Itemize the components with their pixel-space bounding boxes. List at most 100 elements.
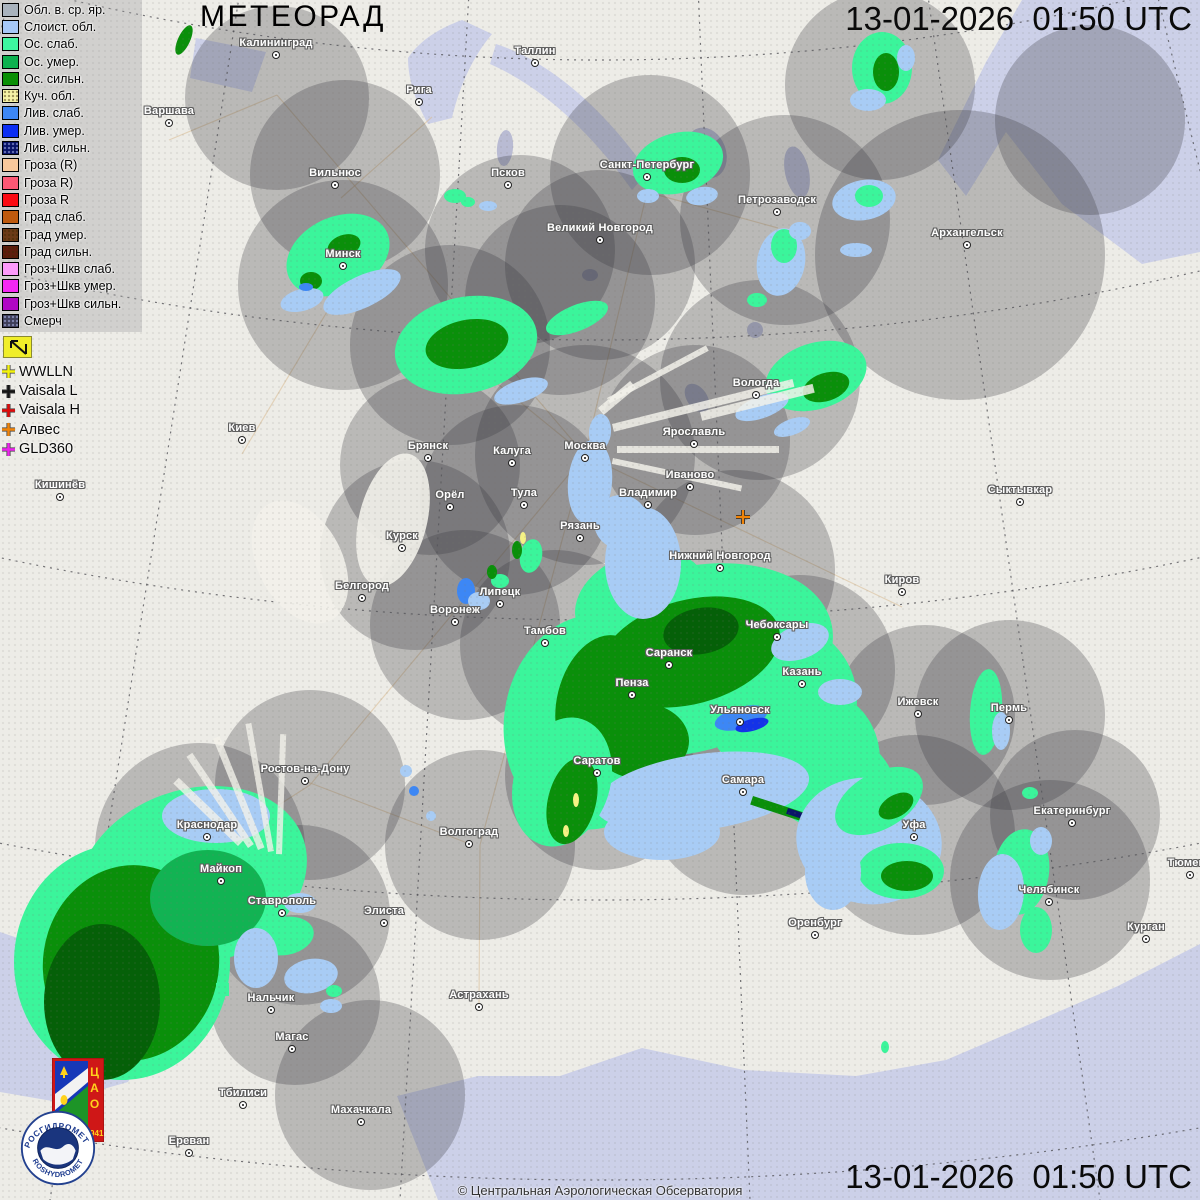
roshydromet-logo: РОСГИДРОМЕТ ROSHYDROMET — [20, 1110, 96, 1186]
precip-area — [604, 804, 720, 860]
city-label: Псков — [491, 167, 525, 179]
legend-row: Слоист. обл. — [2, 18, 142, 35]
road-line — [478, 844, 481, 1008]
legend-row: Ос. сильн. — [2, 70, 142, 87]
legend-label: Ос. умер. — [24, 54, 79, 69]
road-line — [168, 94, 278, 141]
city-label: Санкт-Петербург — [599, 159, 695, 171]
precip-area — [771, 623, 829, 661]
precip-area — [771, 229, 797, 263]
city-dot-icon — [1186, 871, 1194, 879]
legend-color-swatch — [2, 227, 19, 242]
city-dot-icon — [358, 594, 366, 602]
city-label: Тбилиси — [218, 1087, 268, 1099]
legend-row: Лив. сильн. — [2, 139, 142, 156]
legend-label: Град слаб. — [24, 210, 86, 225]
legend-color-swatch — [2, 19, 19, 34]
city-label: Петрозаводск — [737, 194, 817, 206]
water-body — [397, 944, 1200, 1200]
legend-row: Гроз+Шкв сильн. — [2, 295, 142, 312]
city-dot-icon — [520, 501, 528, 509]
city-dot-icon — [798, 680, 806, 688]
precip-area — [637, 189, 659, 203]
precip-area — [835, 766, 923, 836]
city-dot-icon — [914, 710, 922, 718]
city-dot-icon — [1068, 819, 1076, 827]
legend-color-swatch — [2, 210, 19, 225]
city-label: Москва — [564, 440, 606, 452]
road-line — [646, 191, 779, 229]
legend-color-swatch — [2, 313, 19, 328]
precip-area — [593, 703, 689, 779]
city-dot-icon — [475, 1003, 483, 1011]
city-label: Казань — [782, 666, 822, 678]
legend-row: Лив. слаб. — [2, 105, 142, 122]
legend-color-swatch — [2, 262, 19, 277]
city-label: Магас — [275, 1031, 309, 1043]
legend-row: Смерч — [2, 312, 142, 329]
city-dot-icon — [898, 588, 906, 596]
city-dot-icon — [644, 501, 652, 509]
city-dot-icon — [165, 119, 173, 127]
city-dot-icon — [451, 618, 459, 626]
city-dot-icon — [773, 633, 781, 641]
legend-label: Гроза R) — [24, 175, 74, 190]
precip-area — [881, 1041, 889, 1053]
precip-area — [284, 958, 338, 994]
legend-label: Гроз+Шкв слаб. — [24, 262, 116, 277]
precip-area — [444, 189, 466, 203]
precip-area — [461, 197, 475, 207]
city-dot-icon — [380, 919, 388, 927]
city-dot-icon — [496, 600, 504, 608]
legend-row: Гроза R) — [2, 174, 142, 191]
lightning-source-label: GLD360 — [19, 441, 74, 458]
legend-label: Гроз+Шкв сильн. — [24, 296, 122, 311]
city-label: Ижевск — [897, 696, 939, 708]
lightning-legend-row: Алвес — [1, 420, 80, 439]
precip-area — [897, 45, 915, 71]
legend-color-swatch — [2, 71, 19, 86]
road-line — [340, 116, 433, 199]
lightning-source-label: Vaisala L — [19, 383, 78, 400]
precip-area — [320, 999, 342, 1013]
legend-row: Ос. слаб. — [2, 36, 142, 53]
city-label: Вильнюс — [309, 167, 361, 179]
city-label: Курган — [1127, 921, 1165, 933]
city-label: Уфа — [902, 819, 926, 831]
legend-color-swatch — [2, 175, 19, 190]
city-label: Сыктывкар — [987, 484, 1053, 496]
lightning-legend-row: Vaisala H — [1, 401, 80, 420]
city-label: Минск — [325, 248, 361, 260]
legend-color-swatch — [2, 123, 19, 138]
precip-area — [1030, 827, 1052, 855]
city-label: Липецк — [479, 586, 521, 598]
legend-label: Слоист. обл. — [24, 19, 97, 34]
lightning-source-label: Vaisala H — [19, 402, 80, 419]
lightning-source-icon — [2, 442, 15, 456]
precip-area — [356, 453, 430, 587]
legend-row: Гроз+Шкв слаб. — [2, 260, 142, 277]
legend-color-swatch — [2, 141, 19, 156]
precip-area — [855, 185, 883, 207]
precip-streak — [173, 777, 244, 847]
city-dot-icon — [415, 98, 423, 106]
lightning-source-icon — [2, 403, 15, 417]
precip-area — [280, 287, 324, 313]
road-line — [584, 454, 903, 608]
city-label: Ярославль — [662, 426, 726, 438]
precip-area — [1020, 907, 1052, 953]
city-label: Саранск — [645, 647, 693, 659]
city-label: Калуга — [493, 445, 531, 457]
city-dot-icon — [504, 181, 512, 189]
radar-coverage-circle — [995, 25, 1185, 215]
city-dot-icon — [267, 1006, 275, 1014]
lake — [496, 130, 514, 166]
wave-icon — [40, 1144, 76, 1165]
city-label: Элиста — [363, 905, 405, 917]
precip-area — [735, 717, 769, 733]
lightning-legend: WWLLN Vaisala L Vaisala H Алвес GLD360 — [1, 362, 80, 459]
city-label: Белгород — [334, 580, 390, 592]
legend-label: Куч. обл. — [24, 89, 76, 104]
legend-color-swatch — [2, 2, 19, 17]
